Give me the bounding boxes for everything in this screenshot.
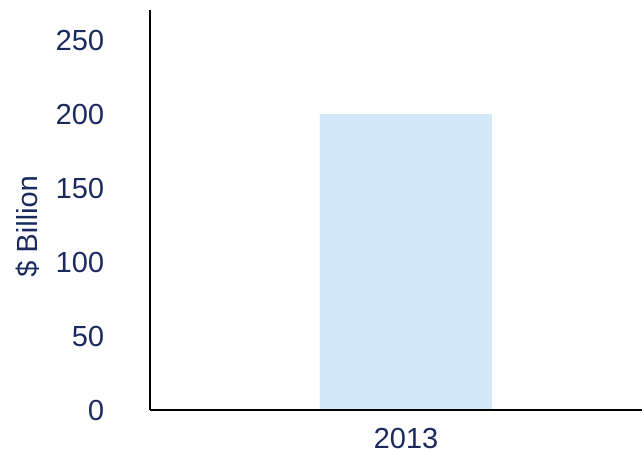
y-axis-ticks: 0 50 100 150 200 250 — [56, 25, 104, 427]
y-tick-label: 250 — [56, 25, 104, 57]
bars — [319, 114, 492, 410]
y-tick-label: 100 — [56, 247, 104, 279]
y-tick-label: 200 — [56, 99, 104, 131]
y-tick-label: 50 — [72, 321, 104, 353]
y-tick-label: 0 — [88, 395, 104, 427]
bar — [319, 114, 492, 410]
y-tick-label: 150 — [56, 173, 104, 205]
x-tick-label: 2013 — [374, 423, 439, 452]
y-axis-title: $ Billion — [12, 175, 44, 277]
x-axis-ticks: 2013 — [374, 423, 439, 452]
